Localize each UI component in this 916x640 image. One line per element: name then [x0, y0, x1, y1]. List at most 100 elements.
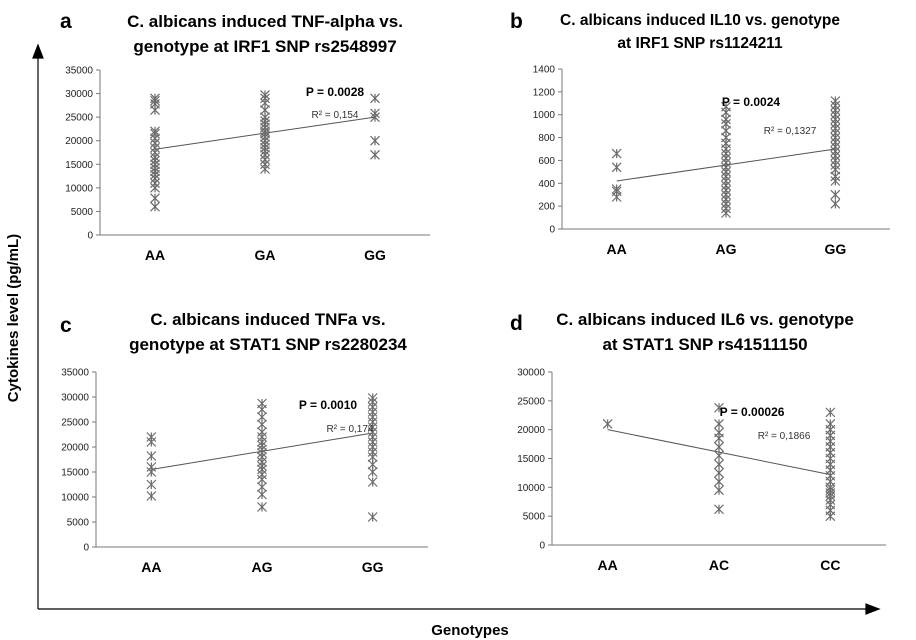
p-value-label: P = 0.0010	[299, 398, 357, 412]
y-tick-label: 20000	[517, 425, 545, 436]
y-tick-label: 5000	[523, 512, 546, 523]
y-tick-label: 400	[538, 179, 555, 190]
panel-a-title-line-2: genotype at IRF1 SNP rs2548997	[133, 37, 396, 56]
data-point	[714, 402, 724, 413]
r-squared-label: R² = 0,1327	[764, 126, 817, 137]
x-tick-label: CC	[820, 557, 840, 573]
panel-c-letter: c	[60, 314, 72, 337]
data-point	[825, 407, 836, 418]
x-tick-label: AG	[716, 241, 737, 257]
y-tick-label: 30000	[61, 393, 89, 404]
data-point	[150, 201, 160, 212]
y-tick-label: 25000	[517, 396, 545, 407]
y-tick-label: 1200	[533, 87, 556, 98]
data-point	[146, 491, 157, 501]
data-point	[611, 162, 622, 173]
x-tick-label: AC	[709, 557, 729, 573]
y-tick-label: 800	[538, 133, 555, 144]
panel-c: c C. albicans induced TNFa vs. genotype …	[60, 310, 428, 575]
panel-c-plot: 0 5000 10000 15000 20000 25000 30000 35000 AA AG G…	[61, 368, 428, 575]
data-point	[260, 90, 270, 100]
x-tick-label: AA	[598, 557, 618, 573]
panel-a: a C. albicans induced TNF-alpha vs. geno…	[60, 10, 430, 263]
x-tick-label: GG	[364, 247, 386, 263]
y-tick-label: 15000	[517, 454, 545, 465]
data-point	[370, 149, 380, 160]
x-tick-label: GA	[255, 247, 276, 263]
data-point	[714, 442, 724, 452]
p-value-label: P = 0.0028	[306, 85, 364, 99]
y-tick-label: 15000	[65, 160, 93, 171]
data-point	[370, 108, 380, 119]
y-tick-label: 20000	[65, 136, 93, 147]
data-point	[714, 467, 724, 478]
y-tick-label: 5000	[71, 207, 94, 218]
y-tick-label: 25000	[65, 113, 93, 124]
y-axis-label: Cytokines level (pg/mL)	[5, 234, 22, 402]
data-point	[714, 504, 724, 515]
data-point	[721, 101, 731, 112]
y-tick-label: 1400	[533, 65, 556, 76]
data-point	[146, 479, 157, 490]
y-tick-label: 0	[87, 231, 93, 242]
global-axes	[32, 43, 881, 615]
y-tick-label: 15000	[61, 468, 89, 479]
data-point	[367, 512, 378, 522]
data-point	[370, 93, 380, 104]
data-point	[150, 193, 160, 204]
y-tick-label: 10000	[65, 183, 93, 194]
y-tick-label: 30000	[65, 89, 93, 100]
y-tick-label: 35000	[65, 66, 93, 77]
x-tick-label: AA	[607, 241, 627, 257]
r-squared-label: R² = 0,1866	[758, 431, 811, 442]
y-tick-label: 25000	[61, 418, 89, 429]
y-tick-label: 30000	[517, 368, 545, 379]
data-point	[830, 198, 841, 209]
panel-d-title-line-2: at STAT1 SNP rs41511150	[602, 335, 807, 354]
data-point	[146, 451, 157, 461]
panel-a-plot: 0 5000 10000 15000 20000 25000 30000 35000 AA GA G…	[65, 66, 430, 263]
y-tick-label: 35000	[61, 368, 89, 379]
y-tick-label: 200	[538, 202, 555, 213]
p-value-label: P = 0.0024	[722, 95, 780, 109]
panel-b: b C. albicans induced IL10 vs. genotype …	[510, 10, 890, 257]
r-squared-label: R² = 0,154	[312, 110, 359, 121]
panel-a-letter: a	[60, 10, 72, 33]
y-tick-label: 600	[538, 156, 555, 167]
panel-c-title-line-1: C. albicans induced TNFa vs.	[150, 310, 385, 329]
global-y-axis-arrow-icon	[32, 43, 44, 59]
data-point	[714, 427, 724, 438]
panel-b-title-line-1: C. albicans induced IL10 vs. genotype	[560, 12, 840, 29]
data-point	[367, 393, 378, 403]
y-tick-label: 1000	[533, 110, 556, 121]
x-tick-label: AA	[145, 247, 165, 263]
data-point	[714, 485, 724, 496]
panel-b-plot: 0 200 400 600 800 1000 1200 1400 AA AG GG P = 0.002…	[533, 65, 890, 257]
x-tick-label: AG	[252, 559, 273, 575]
panel-d: d C. albicans induced IL6 vs. genotype a…	[510, 310, 886, 573]
y-tick-label: 5000	[67, 518, 90, 529]
data-point	[830, 96, 841, 106]
data-point	[602, 418, 613, 429]
y-tick-label: 10000	[517, 483, 545, 494]
x-axis-label: Genotypes	[431, 622, 509, 639]
data-point	[146, 462, 157, 472]
panel-d-title-line-1: C. albicans induced IL6 vs. genotype	[556, 310, 854, 329]
panel-d-plot: 0 5000 10000 15000 20000 25000 30000 AA AC CC P = …	[517, 368, 886, 573]
data-point	[146, 432, 157, 442]
panel-a-title-line-1: C. albicans induced TNF-alpha vs.	[127, 12, 403, 31]
data-point	[257, 398, 267, 409]
y-tick-label: 0	[549, 225, 555, 236]
panel-b-title-line-2: at IRF1 SNP rs1124211	[617, 35, 783, 52]
data-point	[611, 148, 622, 159]
y-tick-label: 10000	[61, 493, 89, 504]
panel-d-letter: d	[510, 312, 523, 335]
data-point	[714, 450, 724, 461]
y-tick-label: 0	[539, 541, 545, 552]
data-point	[150, 126, 160, 137]
data-point	[150, 93, 160, 104]
p-value-label: P = 0.00026	[720, 405, 785, 419]
data-point	[714, 459, 724, 470]
y-tick-label: 20000	[61, 443, 89, 454]
